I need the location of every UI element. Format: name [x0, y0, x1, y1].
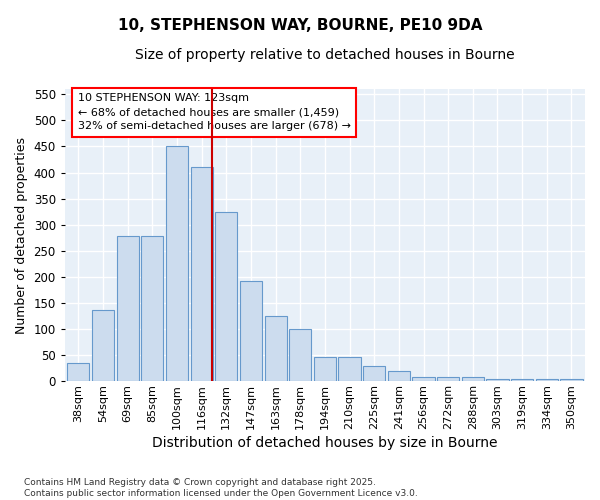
Bar	[536, 378, 558, 381]
X-axis label: Distribution of detached houses by size in Bourne: Distribution of detached houses by size …	[152, 436, 497, 450]
Bar	[191, 168, 213, 381]
Bar	[388, 370, 410, 381]
Bar	[166, 146, 188, 381]
Bar	[560, 378, 583, 381]
Bar	[511, 378, 533, 381]
Text: 10, STEPHENSON WAY, BOURNE, PE10 9DA: 10, STEPHENSON WAY, BOURNE, PE10 9DA	[118, 18, 482, 32]
Bar	[265, 316, 287, 381]
Bar	[92, 310, 114, 381]
Bar	[141, 236, 163, 381]
Bar	[116, 236, 139, 381]
Text: 10 STEPHENSON WAY: 123sqm
← 68% of detached houses are smaller (1,459)
32% of se: 10 STEPHENSON WAY: 123sqm ← 68% of detac…	[78, 94, 351, 132]
Bar	[487, 378, 509, 381]
Bar	[338, 357, 361, 381]
Bar	[240, 281, 262, 381]
Bar	[412, 377, 434, 381]
Text: Contains HM Land Registry data © Crown copyright and database right 2025.
Contai: Contains HM Land Registry data © Crown c…	[24, 478, 418, 498]
Bar	[363, 366, 385, 381]
Bar	[437, 377, 459, 381]
Bar	[462, 377, 484, 381]
Bar	[314, 357, 336, 381]
Y-axis label: Number of detached properties: Number of detached properties	[15, 136, 28, 334]
Bar	[289, 329, 311, 381]
Bar	[67, 363, 89, 381]
Bar	[215, 212, 238, 381]
Title: Size of property relative to detached houses in Bourne: Size of property relative to detached ho…	[135, 48, 515, 62]
